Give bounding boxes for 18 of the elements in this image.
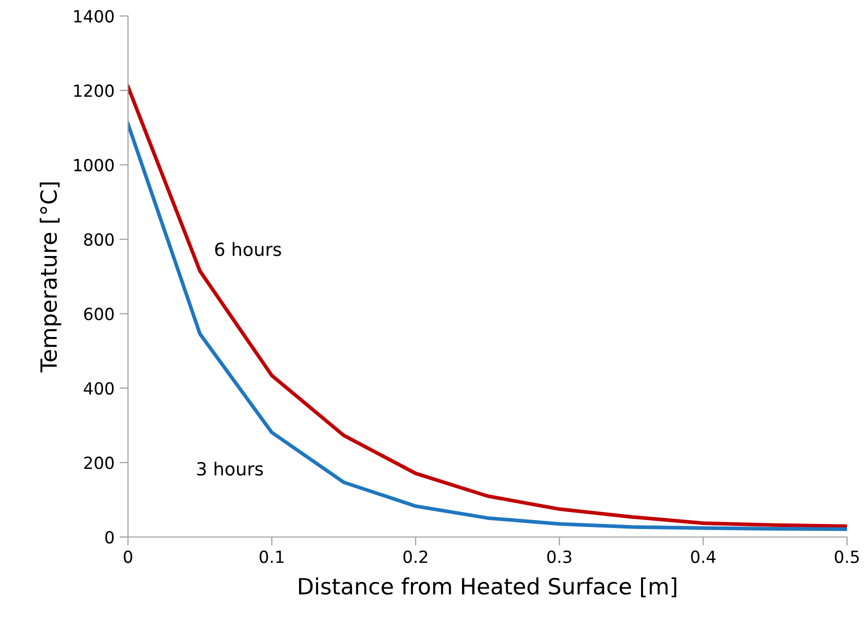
x-tick-label: 0: [124, 550, 132, 564]
x-tick-label: 0.2: [403, 550, 428, 564]
y-tick-label: 1200: [74, 84, 114, 97]
y-tick-label: 1000: [74, 158, 114, 172]
y-tick-label: 800: [84, 233, 114, 246]
x-tick-label: 0.1: [260, 550, 284, 564]
x-tick-label: 0.4: [691, 550, 716, 564]
y-tick-label: 400: [84, 382, 114, 395]
y-tick-label: 200: [84, 456, 114, 470]
y-tick-label: 1400: [74, 10, 114, 23]
x-tick-label: 0.3: [547, 550, 572, 564]
y-axis-title: Temperature [°C]: [40, 182, 62, 372]
x-tick-label: 0.5: [834, 550, 859, 564]
series-label: 6 hours: [215, 242, 282, 256]
y-tick-label: 0: [105, 530, 114, 544]
y-tick-label: 600: [84, 308, 114, 320]
x-axis-title: Distance from Heated Surface [m]: [299, 577, 676, 598]
series-label: 3 hours: [197, 462, 263, 476]
